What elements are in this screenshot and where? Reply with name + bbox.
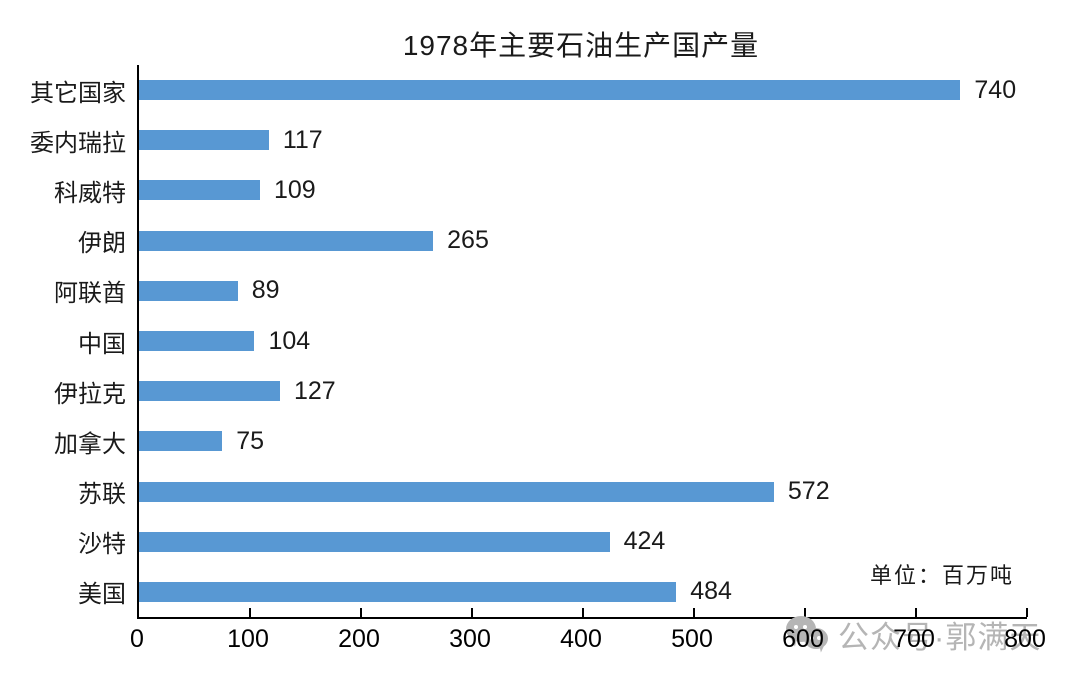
bar bbox=[139, 331, 255, 352]
bar-value-label: 104 bbox=[268, 326, 311, 355]
bar-row: 484 bbox=[139, 567, 1027, 617]
x-tick-label: 500 bbox=[671, 625, 713, 653]
bar-row: 104 bbox=[139, 316, 1027, 366]
x-tick-mark bbox=[360, 608, 362, 617]
bar bbox=[139, 531, 610, 552]
bar-value-label: 740 bbox=[974, 75, 1017, 104]
x-tick-mark bbox=[1026, 608, 1028, 617]
category-label: 加拿大 bbox=[54, 431, 126, 458]
bar-row: 572 bbox=[139, 467, 1027, 517]
bar bbox=[139, 280, 238, 301]
bar-value-label: 424 bbox=[623, 527, 666, 556]
bar bbox=[139, 431, 223, 452]
x-tick-mark bbox=[249, 608, 251, 617]
bar-row: 109 bbox=[139, 165, 1027, 215]
bars-container: 740 117 109 265 89 104 127 75 572 424 484 bbox=[139, 65, 1027, 617]
bar bbox=[139, 180, 260, 201]
category-axis-labels: 其它国家委内瑞拉科威特伊朗阿联酋中国伊拉克加拿大苏联沙特美国 bbox=[0, 65, 126, 617]
bar-row: 740 bbox=[139, 65, 1027, 115]
bar-value-label: 265 bbox=[447, 226, 489, 255]
category-label: 科威特 bbox=[54, 180, 126, 207]
bar-value-label: 484 bbox=[690, 577, 732, 606]
bar-value-label: 109 bbox=[273, 175, 316, 204]
x-tick-label: 700 bbox=[893, 625, 935, 653]
category-label: 伊朗 bbox=[78, 231, 126, 258]
bar-row: 117 bbox=[139, 115, 1027, 165]
chart-title: 1978年主要石油生产国产量 bbox=[402, 30, 760, 61]
plot-area: 740 117 109 265 89 104 127 75 572 424 484 bbox=[137, 65, 1028, 619]
bar-value-label: 75 bbox=[236, 426, 265, 455]
x-tick-mark bbox=[693, 608, 695, 617]
bar-value-label: 127 bbox=[293, 376, 336, 405]
x-tick-mark bbox=[582, 608, 584, 617]
category-label: 其它国家 bbox=[30, 80, 126, 107]
x-tick-label: 100 bbox=[227, 625, 269, 653]
x-tick-mark bbox=[915, 608, 917, 617]
x-tick-label: 0 bbox=[130, 625, 144, 653]
bar bbox=[139, 581, 677, 602]
bar-row: 75 bbox=[139, 416, 1027, 466]
x-tick-label: 400 bbox=[560, 625, 602, 653]
category-label: 委内瑞拉 bbox=[30, 130, 126, 157]
bar bbox=[139, 80, 961, 101]
category-label: 阿联酋 bbox=[54, 281, 126, 308]
x-tick-mark bbox=[471, 608, 473, 617]
bar bbox=[139, 130, 269, 151]
bar-row: 424 bbox=[139, 517, 1027, 567]
watermark: 公众号·郭满天 bbox=[786, 612, 1041, 657]
x-tick-label: 200 bbox=[338, 625, 380, 653]
bar-value-label: 89 bbox=[251, 276, 280, 305]
bar bbox=[139, 381, 280, 402]
unit-note: 单位：百万吨 bbox=[869, 563, 1014, 588]
category-label: 伊拉克 bbox=[54, 381, 126, 408]
category-label: 美国 bbox=[78, 582, 126, 609]
bar-value-label: 572 bbox=[787, 477, 830, 506]
category-label: 中国 bbox=[78, 331, 126, 358]
bar-row: 89 bbox=[139, 266, 1027, 316]
category-label: 苏联 bbox=[78, 482, 126, 509]
bar bbox=[139, 230, 434, 251]
x-tick-label: 800 bbox=[1004, 625, 1046, 653]
x-tick-mark bbox=[804, 608, 806, 617]
bar-row: 265 bbox=[139, 216, 1027, 266]
watermark-text: 公众号·郭满天 bbox=[838, 620, 1042, 655]
bar-row: 127 bbox=[139, 366, 1027, 416]
x-tick-label: 600 bbox=[782, 625, 824, 653]
x-axis-tick-labels: 0 100 200 300 400 500 600 700 800 bbox=[130, 625, 1046, 663]
wechat-icon bbox=[786, 614, 830, 656]
category-label: 沙特 bbox=[78, 532, 126, 559]
bar-value-label: 117 bbox=[282, 125, 323, 154]
x-tick-label: 300 bbox=[449, 625, 491, 653]
bar bbox=[139, 481, 774, 502]
